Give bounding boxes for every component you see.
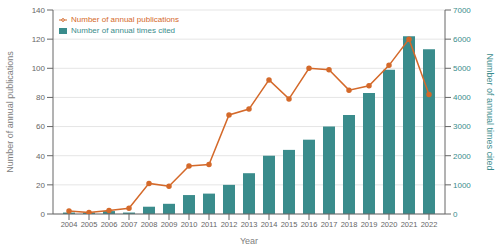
html-text:Number of annual times cited: Number of annual times cited (71, 26, 176, 35)
svg-text:2012: 2012 (221, 220, 238, 229)
svg-text:80: 80 (36, 93, 45, 102)
svg-text:2016: 2016 (301, 220, 318, 229)
svg-text:2019: 2019 (361, 220, 378, 229)
svg-text:0: 0 (41, 210, 46, 219)
svg-text:2022: 2022 (421, 220, 438, 229)
svg-text:Number of annual times cited: Number of annual times cited (485, 53, 492, 170)
svg-text:2021: 2021 (401, 220, 418, 229)
svg-text:2010: 2010 (181, 220, 198, 229)
svg-text:2017: 2017 (321, 220, 338, 229)
svg-text:2006: 2006 (101, 220, 118, 229)
svg-text:3000: 3000 (453, 122, 471, 131)
svg-text:20: 20 (36, 181, 45, 190)
svg-text:60: 60 (36, 122, 45, 131)
svg-text:2018: 2018 (341, 220, 358, 229)
svg-text:100: 100 (32, 64, 46, 73)
svg-text:5000: 5000 (453, 64, 471, 73)
svg-text:2014: 2014 (261, 220, 278, 229)
svg-text:Year: Year (240, 236, 258, 246)
svg-text:140: 140 (32, 6, 46, 15)
svg-text:6000: 6000 (453, 35, 471, 44)
svg-text:2008: 2008 (141, 220, 158, 229)
svg-text:2011: 2011 (201, 220, 217, 229)
svg-text:4000: 4000 (453, 93, 471, 102)
svg-text:2005: 2005 (81, 220, 98, 229)
svg-text:7000: 7000 (453, 6, 471, 15)
svg-text:120: 120 (32, 35, 46, 44)
svg-text:2009: 2009 (161, 220, 178, 229)
svg-text:2000: 2000 (453, 152, 471, 161)
html-text:Number of annual publications: Number of annual publications (71, 15, 180, 24)
svg-text:2020: 2020 (381, 220, 398, 229)
svg-text:2015: 2015 (281, 220, 298, 229)
svg-text:Number of annual publications: Number of annual publications (8, 51, 15, 173)
svg-text:40: 40 (36, 152, 45, 161)
svg-text:1000: 1000 (453, 181, 471, 190)
svg-text:2013: 2013 (241, 220, 258, 229)
svg-text:2004: 2004 (61, 220, 78, 229)
svg-text:2007: 2007 (121, 220, 138, 229)
svg-text:0: 0 (453, 210, 458, 219)
